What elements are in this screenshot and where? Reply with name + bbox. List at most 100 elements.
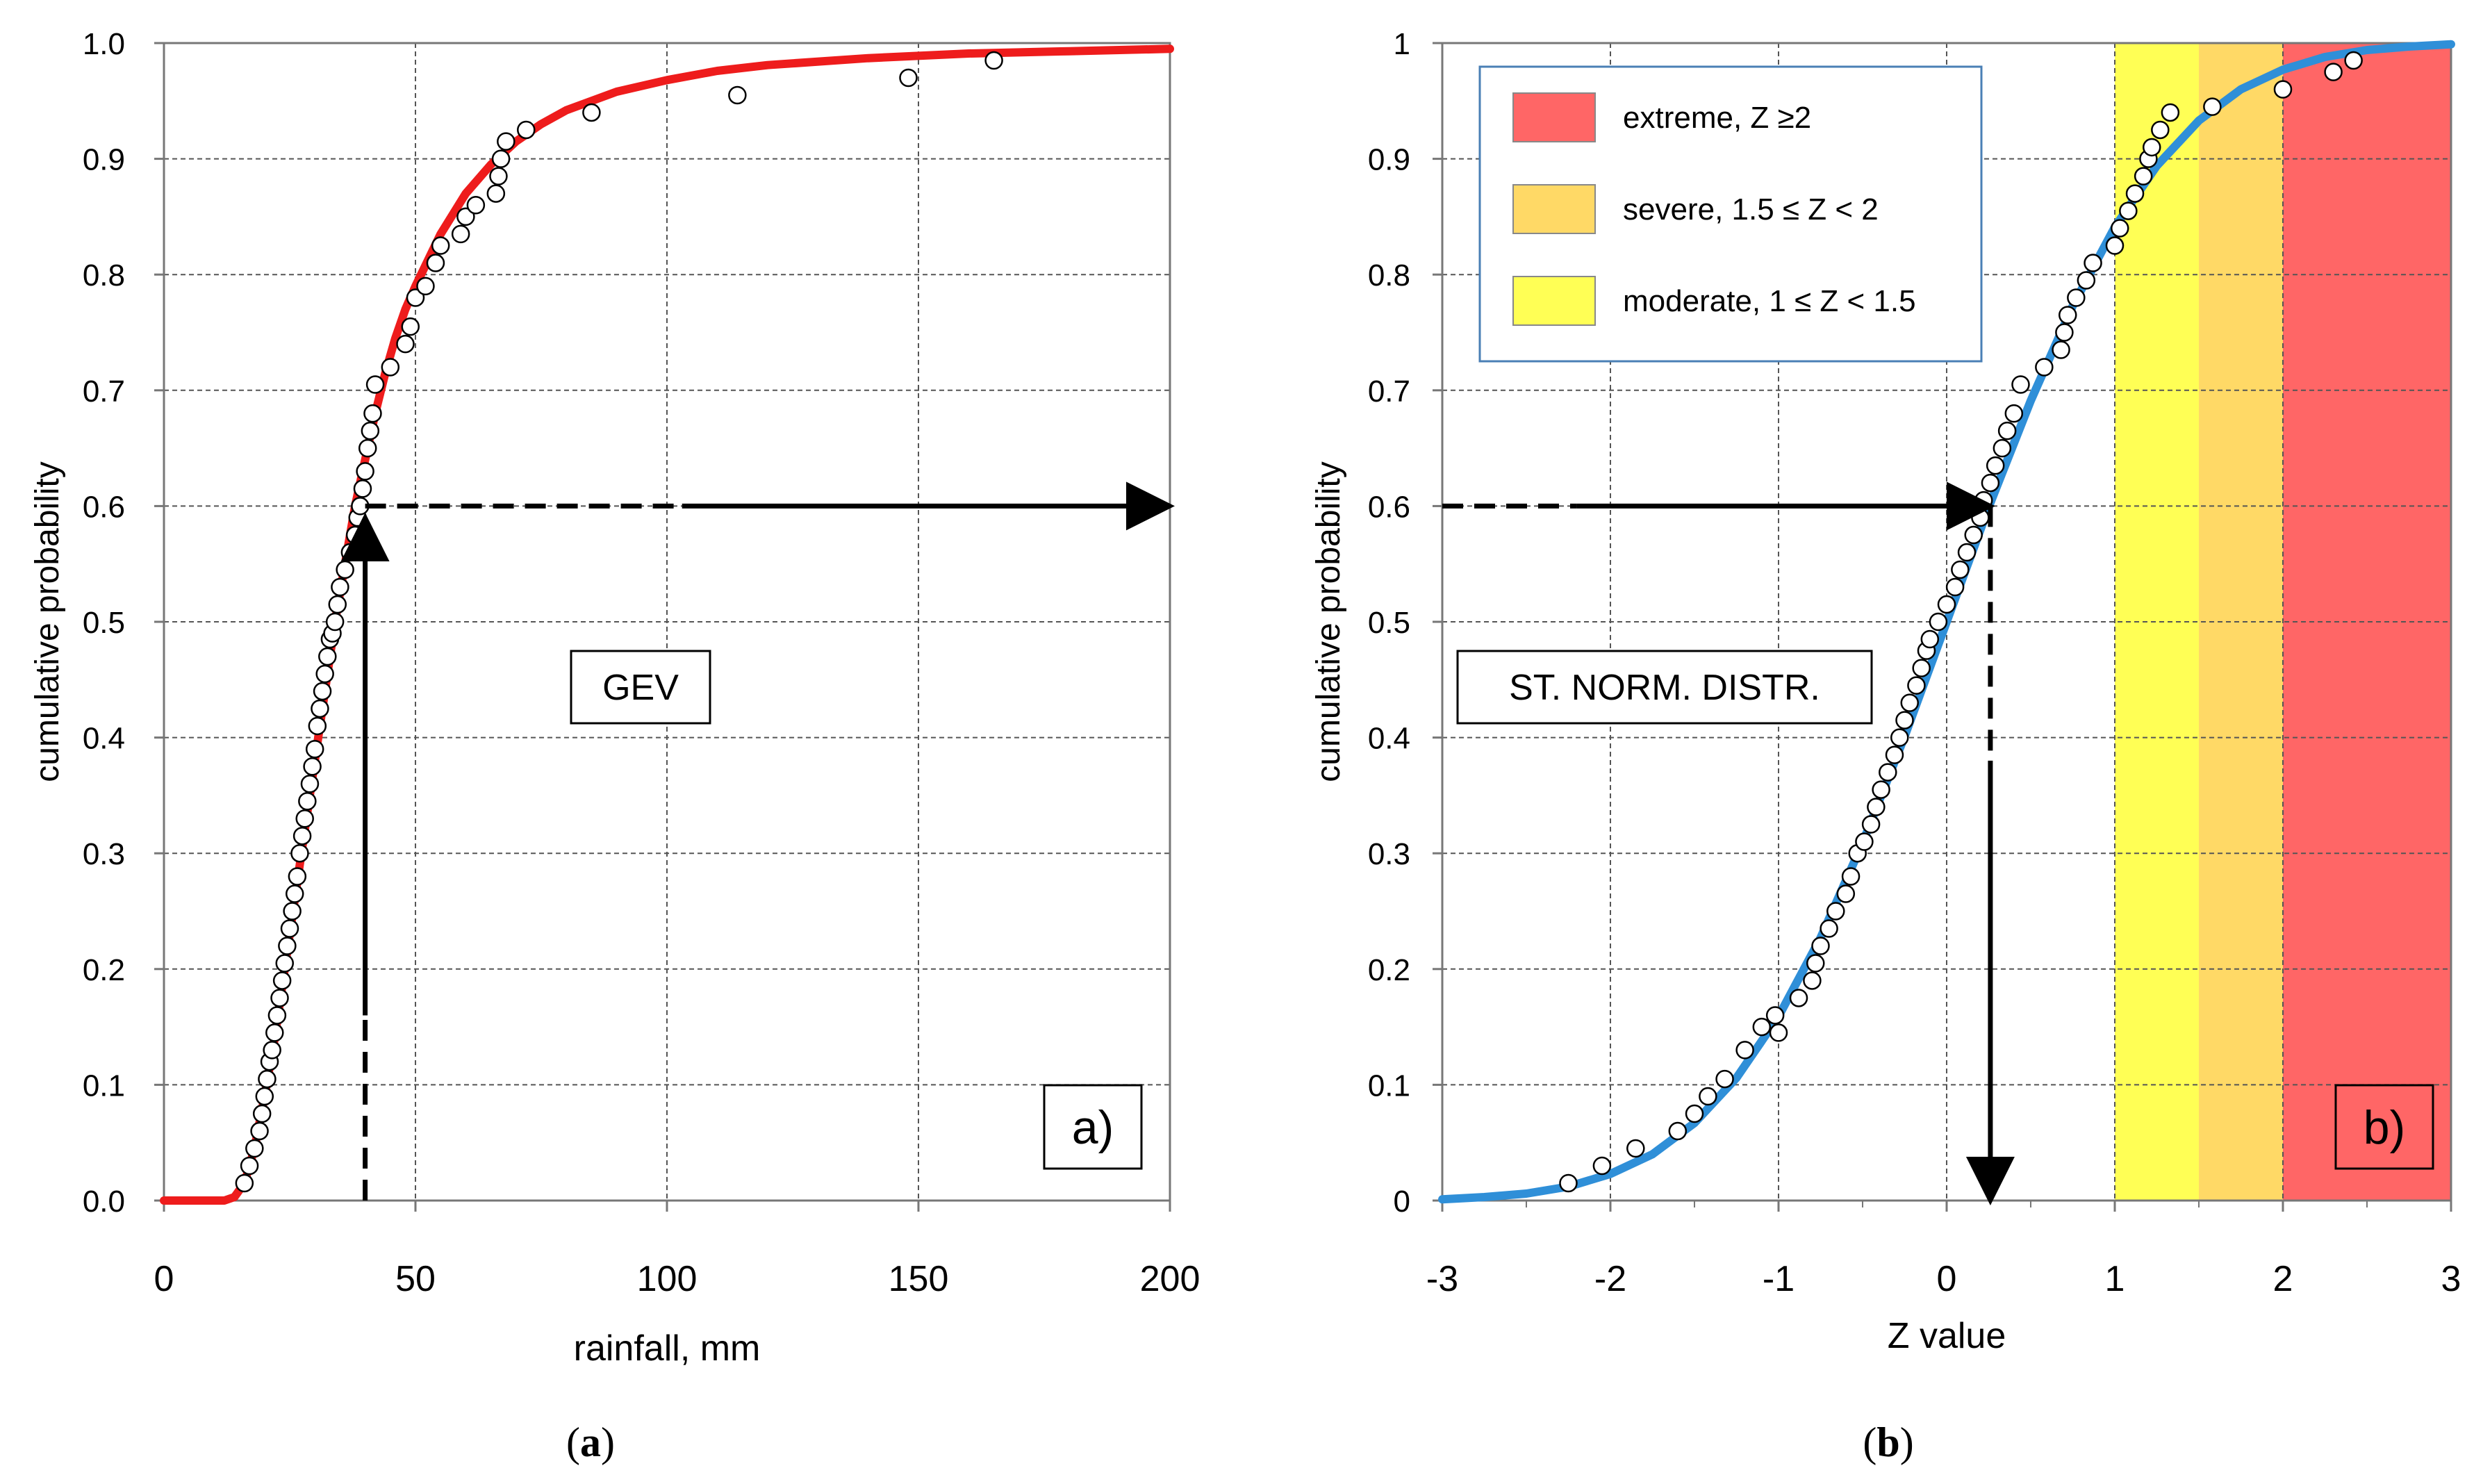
observed-point (250, 1121, 269, 1141)
observed-point (1945, 577, 1965, 597)
x-tick-label: 1 (2105, 1259, 2125, 1299)
figure-caption: (a) (566, 1419, 615, 1465)
y-tick-label: 0.9 (83, 143, 125, 177)
y-axis-title: cumulative probability (29, 461, 66, 782)
x-tick-label: 100 (637, 1259, 698, 1299)
y-tick-label: 0.3 (1368, 837, 1410, 871)
observed-point (1841, 867, 1861, 886)
observed-point (2111, 219, 2129, 238)
observed-point (303, 757, 322, 776)
observed-point (2077, 271, 2096, 290)
observed-point (1885, 745, 1904, 764)
x-tick-label: 150 (889, 1259, 949, 1299)
observed-point (272, 971, 292, 990)
y-tick-label: 0.4 (83, 722, 125, 756)
observed-point (267, 1006, 287, 1025)
observed-point (489, 167, 508, 186)
observed-point (2203, 97, 2222, 116)
observed-point (240, 1156, 259, 1176)
y-tick-label: 0.5 (1368, 606, 1410, 640)
observed-point (1699, 1087, 1717, 1106)
observed-point (285, 884, 304, 903)
y-axis-title: cumulative probability (1310, 461, 1347, 782)
legend-swatch (1512, 276, 1596, 326)
observed-point (2324, 63, 2343, 81)
observed-point (1907, 676, 1926, 695)
observed-point (2035, 358, 2054, 377)
observed-point (486, 184, 506, 203)
observed-point (2067, 288, 2086, 307)
y-tick-label: 1.0 (83, 27, 125, 61)
y-tick-label: 0.5 (83, 606, 125, 640)
observed-point (2125, 184, 2145, 203)
x-tick-label: 200 (1140, 1259, 1201, 1299)
observed-point (1626, 1139, 1645, 1158)
observed-point (2052, 340, 2070, 359)
y-tick-label: 0 (1394, 1185, 1410, 1219)
band-extreme (2283, 43, 2451, 1201)
x-tick-label: 0 (1937, 1259, 1957, 1299)
observed-point (1861, 815, 1881, 834)
observed-point (356, 462, 374, 481)
observed-point (1937, 595, 1956, 614)
observed-point (416, 277, 435, 296)
observed-point (353, 479, 372, 498)
observed-point (1867, 798, 1886, 816)
observed-point (456, 207, 475, 226)
observed-point (491, 149, 511, 168)
y-tick-label: 0.6 (83, 490, 125, 524)
observed-point (1765, 1006, 1785, 1025)
observed-point (1826, 902, 1845, 921)
observed-point (245, 1139, 264, 1158)
legend-swatch (1512, 184, 1596, 234)
observed-point (728, 85, 747, 105)
panel-label: a) (1072, 1101, 1114, 1154)
distribution-label-box (1456, 650, 1873, 725)
observed-point (406, 288, 425, 307)
x-tick-label: 2 (2273, 1259, 2293, 1299)
legend-label: severe, 1.5 ≤ Z < 2 (1623, 192, 1879, 226)
observed-point (325, 612, 345, 632)
observed-point (358, 438, 377, 458)
observed-point (270, 989, 289, 1007)
observed-point (2058, 306, 2077, 324)
y-tick-label: 0.6 (1368, 490, 1410, 524)
legend-swatch (1512, 92, 1596, 142)
observed-point (2105, 236, 2125, 255)
observed-point (255, 1087, 274, 1106)
observed-point (1900, 693, 1920, 712)
distribution-label: ST. NORM. DISTR. (1509, 668, 1820, 708)
observed-point (1806, 954, 1825, 973)
observed-point (336, 560, 354, 579)
distribution-label-box (570, 650, 711, 725)
observed-point (517, 120, 536, 140)
observed-point (365, 375, 385, 394)
observed-point (1879, 763, 1897, 782)
observed-point (288, 867, 307, 886)
observed-point (2004, 404, 2024, 423)
y-tick-label: 0.3 (83, 837, 125, 871)
observed-point (1872, 780, 1890, 799)
observed-point (308, 716, 327, 736)
observed-point (1685, 1104, 1704, 1123)
panel-label-box (1043, 1084, 1143, 1170)
observed-point (582, 103, 601, 122)
observed-point (340, 543, 360, 562)
observed-point (290, 843, 309, 863)
observed-point (280, 919, 299, 938)
observed-point (361, 421, 380, 440)
observed-point (2344, 51, 2363, 70)
observed-point (1789, 989, 1808, 1007)
observed-point (1715, 1069, 1734, 1089)
observed-point (1592, 1156, 1612, 1176)
observed-point (497, 132, 515, 151)
x-tick-label: 0 (154, 1259, 174, 1299)
y-tick-label: 0.4 (1368, 722, 1410, 756)
legend-label: moderate, 1 ≤ Z < 1.5 (1623, 284, 1916, 318)
y-tick-label: 0.8 (1368, 258, 1410, 292)
observed-point (2084, 254, 2102, 272)
observed-point (1981, 473, 2000, 493)
panel-label: b) (2364, 1101, 2405, 1154)
observed-point (1964, 525, 1983, 545)
